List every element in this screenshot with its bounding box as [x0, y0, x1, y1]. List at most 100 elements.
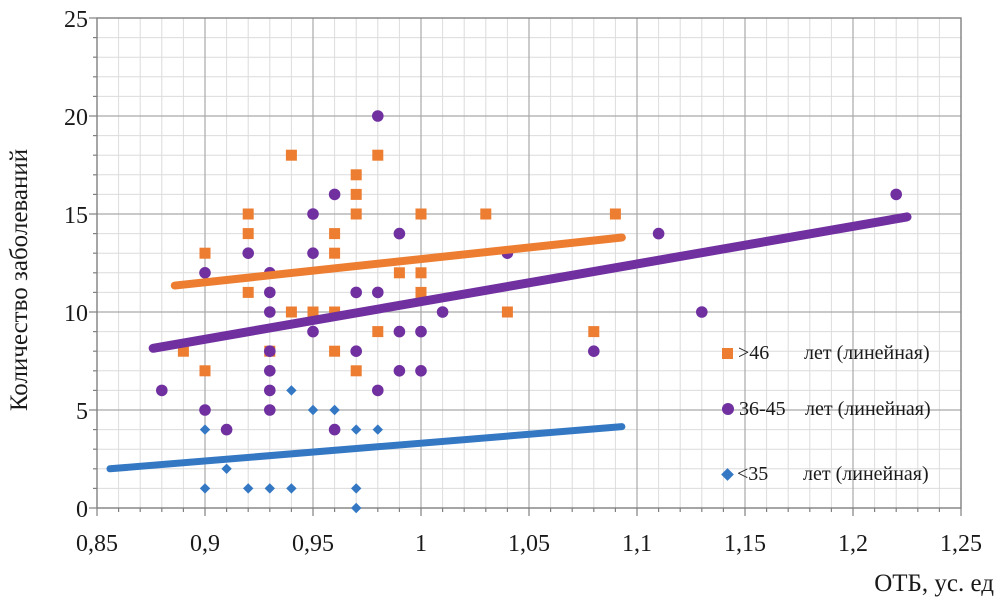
data-point-square-over-46 — [501, 306, 513, 318]
data-point-square-over-46 — [329, 228, 341, 240]
data-point-diamond-under-35 — [286, 385, 297, 396]
legend-text: лет (линейная) — [805, 397, 931, 420]
y-tick-label: 20 — [64, 105, 88, 131]
legend-item-36-45: 36-45 лет (линейная) — [722, 396, 931, 422]
data-point-square-over-46 — [415, 267, 427, 279]
data-point-square-over-46 — [393, 267, 405, 279]
data-point-circle-36-45 — [436, 306, 449, 318]
data-point-square-over-46 — [372, 149, 384, 161]
data-point-square-over-46 — [285, 306, 297, 318]
x-tick-label: 1,2 — [838, 531, 868, 557]
trendline-under-35 — [106, 423, 626, 473]
data-point-square-over-46 — [199, 365, 211, 377]
data-point-circle-36-45 — [328, 423, 341, 436]
data-point-square-over-46 — [242, 286, 254, 298]
x-axis-title: ОТБ, ус. ед — [874, 570, 994, 597]
data-point-circle-36-45 — [220, 423, 233, 436]
data-point-square-over-46 — [372, 326, 384, 338]
legend-value: <35 — [737, 462, 769, 485]
y-tick-label: 25 — [64, 7, 88, 33]
data-point-diamond-under-35 — [286, 483, 297, 494]
data-point-diamond-under-35 — [199, 424, 211, 435]
data-point-diamond-under-35 — [372, 424, 383, 435]
data-point-circle-36-45 — [372, 286, 384, 299]
data-point-diamond-under-35 — [351, 483, 362, 494]
data-point-circle-36-45 — [199, 404, 211, 416]
x-tick-label: 1,05 — [508, 531, 550, 557]
y-tick-label: 15 — [64, 203, 88, 229]
data-point-circle-36-45 — [393, 365, 406, 377]
data-point-circle-36-45 — [199, 267, 211, 279]
data-point-square-over-46 — [199, 247, 211, 259]
legend: >46 лет (линейная) 36-45 лет (линейная) … — [721, 0, 1006, 510]
data-point-circle-36-45 — [264, 306, 276, 318]
x-tick-label: 0,9 — [190, 531, 220, 557]
data-point-circle-36-45 — [307, 208, 319, 220]
data-point-diamond-under-35 — [264, 483, 275, 494]
data-point-circle-36-45 — [415, 365, 427, 377]
data-point-square-over-46 — [350, 208, 362, 220]
legend-text: лет (линейная) — [804, 341, 930, 364]
data-point-square-over-46 — [285, 149, 297, 161]
data-point-square-over-46 — [480, 208, 492, 220]
data-point-circle-36-45 — [696, 306, 708, 318]
y-tick-label: 10 — [64, 301, 88, 327]
data-point-circle-36-45 — [307, 247, 319, 259]
data-point-circle-36-45 — [415, 325, 427, 338]
data-point-circle-36-45 — [350, 345, 363, 358]
trendline-over-46 — [170, 233, 626, 290]
data-point-diamond-under-35 — [351, 502, 362, 514]
data-point-diamond-under-35 — [329, 404, 340, 416]
data-point-circle-36-45 — [372, 110, 384, 122]
data-point-square-over-46 — [307, 306, 319, 318]
data-point-circle-36-45 — [652, 227, 665, 240]
x-tick-label: 1,15 — [724, 531, 766, 557]
data-point-circle-36-45 — [393, 227, 406, 240]
data-point-square-over-46 — [350, 188, 362, 200]
data-point-square-over-46 — [329, 306, 341, 318]
y-tick-label: 5 — [76, 399, 88, 425]
data-point-circle-36-45 — [328, 188, 341, 201]
data-point-diamond-under-35 — [351, 424, 362, 435]
data-point-circle-36-45 — [264, 365, 276, 377]
x-tick-label: 1 — [415, 531, 427, 557]
data-point-square-over-46 — [415, 208, 427, 220]
y-tick-label: 0 — [76, 497, 88, 523]
data-point-square-over-46 — [242, 208, 254, 220]
data-point-square-over-46 — [329, 247, 341, 259]
data-point-square-over-46 — [329, 345, 341, 357]
data-point-circle-36-45 — [307, 325, 319, 338]
legend-circle-marker-icon — [722, 403, 734, 415]
data-point-circle-36-45 — [393, 325, 406, 338]
x-tick-label: 1,25 — [940, 531, 982, 557]
data-point-square-over-46 — [609, 208, 621, 220]
data-point-circle-36-45 — [890, 188, 902, 201]
legend-item-over-46: >46 лет (линейная) — [722, 340, 930, 366]
legend-diamond-marker-icon — [721, 467, 734, 481]
legend-value: 36-45 — [739, 397, 786, 420]
data-point-square-over-46 — [415, 286, 427, 298]
legend-value: >46 — [738, 341, 770, 364]
data-point-circle-36-45 — [372, 384, 384, 397]
data-point-circle-36-45 — [588, 345, 600, 358]
data-point-square-over-46 — [350, 365, 362, 377]
data-point-circle-36-45 — [156, 384, 168, 397]
y-axis-title: Количество заболеваний — [6, 148, 33, 412]
trendline-36-45 — [148, 212, 912, 353]
data-point-square-over-46 — [177, 345, 189, 357]
data-point-circle-36-45 — [242, 247, 254, 259]
legend-square-marker-icon — [722, 347, 733, 359]
data-point-diamond-under-35 — [243, 483, 254, 494]
x-tick-label: 0,85 — [76, 531, 118, 557]
x-tick-label: 1,1 — [622, 531, 652, 557]
data-point-diamond-under-35 — [307, 404, 319, 416]
data-point-square-over-46 — [350, 169, 362, 181]
data-point-square-over-46 — [588, 326, 600, 338]
data-point-diamond-under-35 — [221, 463, 232, 474]
data-point-circle-36-45 — [264, 345, 276, 358]
data-point-diamond-under-35 — [199, 483, 211, 494]
data-point-circle-36-45 — [264, 384, 276, 397]
x-tick-label: 0,95 — [292, 531, 334, 557]
